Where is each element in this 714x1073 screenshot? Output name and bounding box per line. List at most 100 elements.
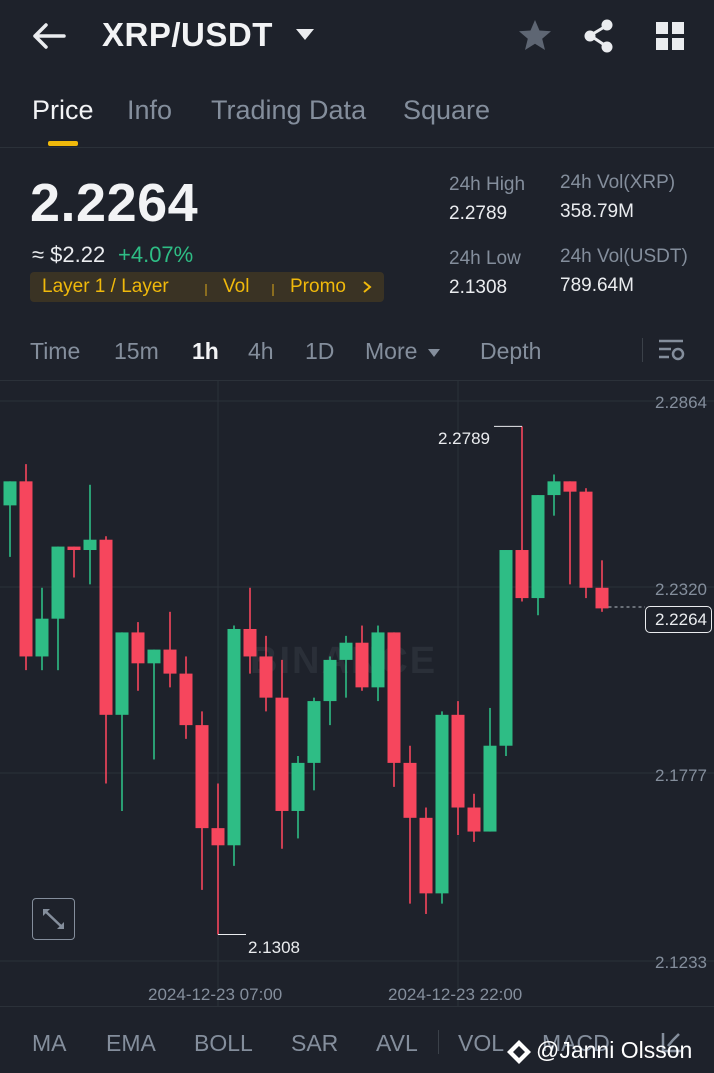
- candle-body: [83, 539, 97, 551]
- candlestick-chart[interactable]: [0, 381, 714, 1006]
- y-tick: 2.1777: [655, 766, 707, 785]
- tab-price[interactable]: Price: [32, 95, 94, 125]
- tf-time[interactable]: Time: [30, 338, 81, 364]
- tf-more[interactable]: More: [365, 338, 418, 364]
- high-value: 2.2789: [449, 203, 508, 224]
- tag-layer[interactable]: Layer 1 / Layer: [42, 276, 169, 297]
- share-icon[interactable]: [582, 19, 616, 58]
- low-marker-label: 2.1308: [248, 938, 300, 957]
- dropdown-caret-icon[interactable]: [294, 26, 316, 47]
- usd-price: ≈ $2.22: [32, 242, 106, 267]
- candle-body: [179, 673, 193, 726]
- active-tab-indicator: [48, 141, 78, 146]
- candle-body: [307, 701, 321, 763]
- candle-body: [419, 817, 433, 894]
- tag-promo[interactable]: Promo: [290, 276, 346, 297]
- chart-settings-icon[interactable]: [657, 337, 685, 368]
- candle-body: [195, 725, 209, 829]
- candle-body: [387, 632, 401, 763]
- candle-body: [243, 628, 257, 657]
- low-label: 24h Low: [449, 248, 521, 269]
- tab-info[interactable]: Info: [127, 95, 173, 125]
- candle-body: [131, 632, 145, 664]
- candle-body: [163, 649, 177, 674]
- binance-square-logo-icon: [506, 1039, 532, 1070]
- candle-body: [339, 642, 353, 660]
- candle-body: [515, 550, 529, 599]
- tab-trading-data[interactable]: Trading Data: [211, 95, 367, 125]
- chevron-right-icon: [362, 280, 372, 299]
- tab-square[interactable]: Square: [403, 95, 491, 125]
- y-tick: 2.2320: [655, 580, 707, 599]
- indicator-boll[interactable]: BOLL: [194, 1030, 253, 1056]
- expand-icon[interactable]: [32, 898, 75, 940]
- candle-body: [435, 714, 449, 894]
- star-icon[interactable]: [518, 19, 552, 56]
- candle-body: [451, 714, 465, 808]
- current-price-value: 2.2264: [655, 610, 707, 629]
- candle-body: [67, 546, 81, 551]
- vol-xrp-label: 24h Vol(XRP): [560, 172, 676, 193]
- indicator-sar[interactable]: SAR: [291, 1030, 339, 1056]
- candle-body: [19, 481, 33, 657]
- low-value: 2.1308: [449, 277, 508, 298]
- candle-body: [531, 495, 545, 599]
- tf-15m[interactable]: 15m: [114, 338, 159, 364]
- tf-4h[interactable]: 4h: [248, 338, 274, 364]
- divider: [0, 147, 714, 148]
- tag-separator: [272, 284, 274, 296]
- tf-1d[interactable]: 1D: [305, 338, 335, 364]
- candle-body: [323, 659, 337, 702]
- divider: [0, 1006, 714, 1007]
- last-price: 2.2264: [30, 173, 199, 233]
- price-change: +4.07%: [118, 242, 194, 267]
- divider: [438, 1030, 439, 1054]
- tag-vol[interactable]: Vol: [223, 276, 250, 297]
- candle-body: [547, 481, 561, 496]
- candle-body: [115, 632, 129, 715]
- candle-body: [3, 481, 17, 506]
- candle-body: [291, 762, 305, 811]
- vol-xrp-value: 358.79M: [560, 201, 634, 222]
- candle-body: [35, 618, 49, 657]
- back-arrow-icon[interactable]: [32, 22, 66, 55]
- x-tick: 2024-12-23 07:00: [148, 985, 283, 1004]
- vol-usdt-value: 789.64M: [560, 275, 634, 296]
- candle-body: [211, 828, 225, 846]
- divider: [0, 380, 714, 381]
- y-tick: 2.2864: [655, 393, 707, 412]
- current-price-tag: [645, 606, 712, 633]
- pair-title[interactable]: XRP/USDT: [102, 16, 273, 53]
- vol-usdt-label: 24h Vol(USDT): [560, 246, 688, 267]
- grid-icon[interactable]: [655, 21, 685, 56]
- candle-body: [227, 628, 241, 846]
- indicator-ma[interactable]: MA: [32, 1030, 67, 1056]
- tf-1h[interactable]: 1h: [192, 338, 219, 364]
- indicator-macd[interactable]: MACD: [542, 1030, 610, 1056]
- candle-body: [595, 587, 609, 609]
- candle-body: [483, 745, 497, 832]
- candle-body: [499, 550, 513, 746]
- indicator-vol[interactable]: VOL: [458, 1030, 505, 1056]
- candle-body: [275, 697, 289, 811]
- tag-bar[interactable]: [30, 272, 384, 302]
- candle-body: [355, 642, 369, 688]
- candle-body: [259, 656, 273, 698]
- high-label: 24h High: [449, 174, 526, 195]
- candle-body: [147, 649, 161, 664]
- author-watermark: @Janni Olsson: [536, 1037, 693, 1063]
- tf-depth[interactable]: Depth: [480, 338, 542, 364]
- more-caret-icon[interactable]: [427, 345, 441, 363]
- candle-body: [579, 491, 593, 588]
- candle-body: [403, 762, 417, 818]
- y-tick: 2.1233: [655, 953, 707, 972]
- indicator-settings-icon[interactable]: [660, 1030, 684, 1059]
- candle-body: [51, 546, 65, 619]
- indicator-avl[interactable]: AVL: [376, 1030, 418, 1056]
- candle-body: [563, 481, 577, 492]
- indicator-ema[interactable]: EMA: [106, 1030, 156, 1056]
- tag-separator: [205, 284, 207, 296]
- high-marker-label: 2.2789: [438, 429, 490, 448]
- x-tick: 2024-12-23 22:00: [388, 985, 523, 1004]
- candle-body: [99, 539, 113, 715]
